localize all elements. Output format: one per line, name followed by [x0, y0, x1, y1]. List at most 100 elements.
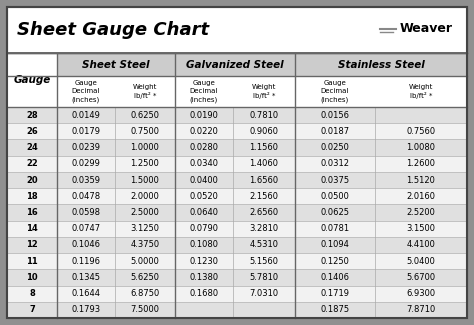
Text: Sheet Gauge Chart: Sheet Gauge Chart [17, 21, 209, 39]
Text: 0.0598: 0.0598 [72, 208, 100, 217]
Text: 0.7500: 0.7500 [130, 127, 159, 136]
Text: 5.0000: 5.0000 [130, 257, 159, 266]
Text: 0.1644: 0.1644 [72, 289, 100, 298]
Text: Gauge: Gauge [13, 75, 51, 85]
Text: 0.0312: 0.0312 [320, 159, 349, 168]
Bar [7, 286, 467, 302]
Text: 10: 10 [26, 273, 38, 282]
Text: 7.8710: 7.8710 [406, 306, 436, 314]
Text: 26: 26 [26, 127, 38, 136]
Text: 0.0640: 0.0640 [190, 208, 219, 217]
Text: Gauge
Decimal
(inches): Gauge Decimal (inches) [72, 80, 100, 103]
Text: 0.0375: 0.0375 [320, 176, 349, 185]
Text: 0.6250: 0.6250 [130, 111, 159, 120]
Text: 0.0250: 0.0250 [320, 143, 349, 152]
Text: 16: 16 [26, 208, 38, 217]
Text: 5.6250: 5.6250 [130, 273, 159, 282]
Bar [7, 302, 467, 318]
Text: 0.0179: 0.0179 [72, 127, 100, 136]
Text: 0.0359: 0.0359 [72, 176, 100, 185]
Text: 1.1560: 1.1560 [249, 143, 279, 152]
Bar [7, 107, 467, 123]
Text: 0.0500: 0.0500 [320, 192, 349, 201]
Text: 3.1500: 3.1500 [407, 224, 436, 233]
Text: 2.0000: 2.0000 [130, 192, 159, 201]
Text: 0.0478: 0.0478 [72, 192, 100, 201]
Text: 0.1406: 0.1406 [320, 273, 349, 282]
Text: 7.0310: 7.0310 [249, 289, 279, 298]
Text: 0.1046: 0.1046 [72, 240, 100, 250]
Text: 0.9060: 0.9060 [249, 127, 279, 136]
Text: 0.7560: 0.7560 [406, 127, 436, 136]
Text: 14: 14 [26, 224, 38, 233]
Text: 2.6560: 2.6560 [249, 208, 279, 217]
Text: 2.5200: 2.5200 [407, 208, 436, 217]
Text: 0.0400: 0.0400 [190, 176, 219, 185]
Text: 8: 8 [29, 289, 35, 298]
Text: 0.1719: 0.1719 [320, 289, 349, 298]
Text: 28: 28 [26, 111, 38, 120]
Text: Weight
lb/ft² *: Weight lb/ft² * [409, 84, 433, 99]
Text: 0.0280: 0.0280 [190, 143, 219, 152]
Text: 12: 12 [26, 240, 38, 250]
Text: 0.1230: 0.1230 [190, 257, 219, 266]
Text: 4.4100: 4.4100 [407, 240, 436, 250]
Bar [7, 204, 467, 221]
Text: 1.5000: 1.5000 [130, 176, 159, 185]
Text: 0.1250: 0.1250 [320, 257, 349, 266]
Bar [7, 172, 467, 188]
Bar [175, 76, 295, 107]
Text: 22: 22 [26, 159, 38, 168]
Text: 5.7810: 5.7810 [249, 273, 279, 282]
Text: 0.1196: 0.1196 [72, 257, 100, 266]
Text: Weight
lb/ft² *: Weight lb/ft² * [133, 84, 157, 99]
Text: 0.1875: 0.1875 [320, 306, 349, 314]
Text: 24: 24 [26, 143, 38, 152]
Text: 6.8750: 6.8750 [130, 289, 160, 298]
Bar [295, 76, 467, 107]
Text: 0.1680: 0.1680 [190, 289, 219, 298]
Text: 0.0790: 0.0790 [190, 224, 219, 233]
Text: 7.5000: 7.5000 [130, 306, 159, 314]
Text: 4.3750: 4.3750 [130, 240, 160, 250]
Bar [57, 76, 175, 107]
Text: Gauge
Decimal
(inches): Gauge Decimal (inches) [190, 80, 218, 103]
Bar [7, 188, 467, 204]
Text: 11: 11 [26, 257, 38, 266]
Text: Stainless Steel: Stainless Steel [337, 59, 424, 70]
Text: 0.1094: 0.1094 [320, 240, 349, 250]
Bar [7, 221, 467, 237]
Text: 0.0239: 0.0239 [72, 143, 100, 152]
Text: 3.1250: 3.1250 [130, 224, 159, 233]
Text: 0.1080: 0.1080 [190, 240, 219, 250]
Text: 0.7810: 0.7810 [249, 111, 279, 120]
Bar [7, 53, 57, 107]
Text: 1.6560: 1.6560 [249, 176, 279, 185]
Bar [295, 53, 467, 76]
Text: 1.5120: 1.5120 [407, 176, 436, 185]
Text: 0.0747: 0.0747 [72, 224, 100, 233]
Bar [57, 53, 175, 76]
Text: 1.2500: 1.2500 [130, 159, 159, 168]
Bar [7, 253, 467, 269]
Text: 5.6700: 5.6700 [406, 273, 436, 282]
Bar [7, 156, 467, 172]
Text: 5.1560: 5.1560 [249, 257, 279, 266]
Text: 0.1345: 0.1345 [72, 273, 100, 282]
Bar [7, 269, 467, 286]
Text: 0.1793: 0.1793 [72, 306, 100, 314]
Text: 0.0190: 0.0190 [190, 111, 219, 120]
Text: Weight
lb/ft² *: Weight lb/ft² * [252, 84, 276, 99]
Text: 0.0156: 0.0156 [320, 111, 349, 120]
Bar [7, 237, 467, 253]
Text: 0.0299: 0.0299 [72, 159, 100, 168]
Text: 0.0781: 0.0781 [320, 224, 349, 233]
Text: 2.1560: 2.1560 [249, 192, 279, 201]
Text: 0.1380: 0.1380 [190, 273, 219, 282]
Text: 0.0625: 0.0625 [320, 208, 349, 217]
Bar [7, 7, 467, 53]
Text: 20: 20 [26, 176, 38, 185]
Bar [7, 123, 467, 139]
Text: 7: 7 [29, 306, 35, 314]
Text: Weaver: Weaver [400, 21, 453, 34]
